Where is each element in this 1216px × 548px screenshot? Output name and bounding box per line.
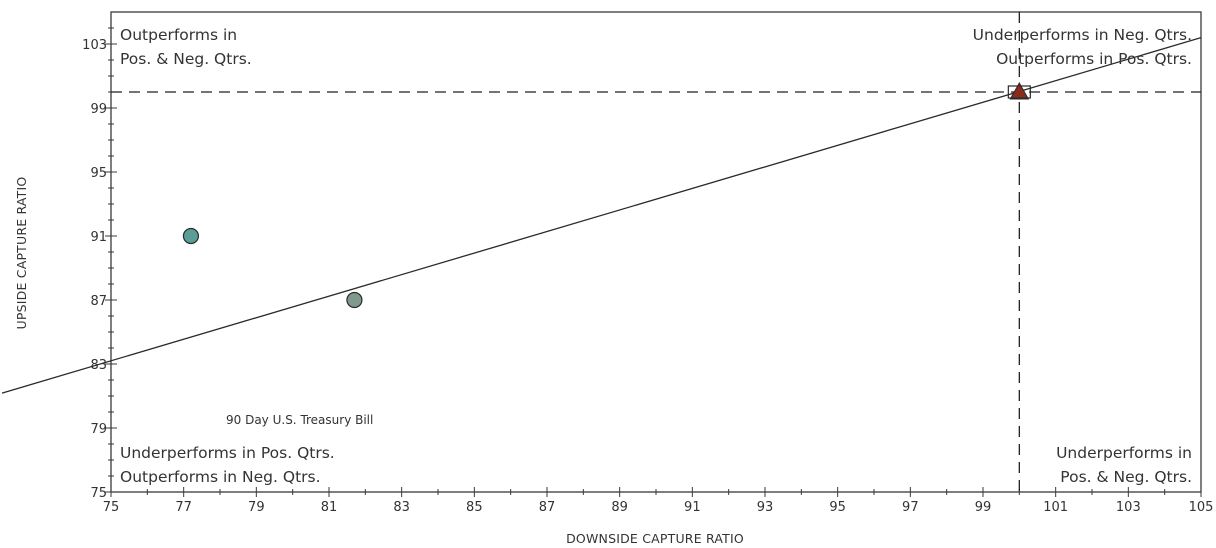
y-tick-label: 91 (90, 230, 107, 245)
y-tick-label: 99 (90, 102, 107, 117)
x-tick-label: 79 (248, 500, 265, 515)
x-tick-label: 105 (1189, 500, 1214, 515)
data-points-group (182, 81, 1031, 309)
regression-line (1, 36, 1202, 394)
y-tick-label: 75 (90, 486, 107, 501)
benchmark-square-marker (1007, 85, 1031, 99)
x-tick-label: 77 (175, 500, 192, 515)
x-tick-label: 93 (757, 500, 774, 515)
x-tick-label: 81 (321, 500, 338, 515)
x-tick-label: 75 (103, 500, 120, 515)
x-tick-label: 87 (539, 500, 556, 515)
y-tick-label: 95 (90, 166, 107, 181)
data-point-circle (182, 227, 200, 245)
data-point-triangle (1009, 81, 1030, 100)
quadrant-label-top-right-line2: Outperforms in Pos. Qtrs. (996, 50, 1192, 68)
x-tick-label: 89 (611, 500, 628, 515)
quadrant-label-top-left-line1: Outperforms in (120, 26, 237, 44)
quadrant-label-bottom-right-line1: Underperforms in (1056, 444, 1192, 462)
quadrant-label-bottom-left-line1: Underperforms in Pos. Qtrs. (120, 444, 335, 462)
x-tick-label: 85 (466, 500, 483, 515)
x-tick-label: 91 (684, 500, 701, 515)
axis-ticks-group: 75 77 79 81 83 85 87 89 91 93 95 97 99 101 103 105 75 79 8… (82, 27, 1214, 515)
x-tick-label: 99 (975, 500, 992, 515)
quadrant-label-top-right-line1: Underperforms in Neg. Qtrs. (973, 26, 1192, 44)
x-tick-label: 101 (1043, 500, 1068, 515)
y-tick-label: 83 (90, 358, 107, 373)
x-tick-label: 97 (902, 500, 919, 515)
y-tick-label: 103 (82, 38, 107, 53)
regression-line-group (1, 36, 1202, 394)
quadrant-label-top-left-line2: Pos. & Neg. Qtrs. (120, 50, 252, 68)
y-tick-label: 87 (90, 294, 107, 309)
x-tick-label: 95 (829, 500, 846, 515)
x-tick-label: 83 (393, 500, 410, 515)
y-tick-label: 79 (90, 422, 107, 437)
quadrant-label-bottom-right-line2: Pos. & Neg. Qtrs. (1060, 468, 1192, 486)
treasury-bill-annotation: 90 Day U.S. Treasury Bill (226, 413, 373, 427)
quadrant-label-bottom-left-line2: Outperforms in Neg. Qtrs. (120, 468, 321, 486)
y-axis-title: UPSIDE CAPTURE RATIO (14, 177, 29, 330)
x-tick-label: 103 (1116, 500, 1141, 515)
data-point-circle (346, 291, 363, 309)
x-axis-title: DOWNSIDE CAPTURE RATIO (566, 531, 744, 546)
